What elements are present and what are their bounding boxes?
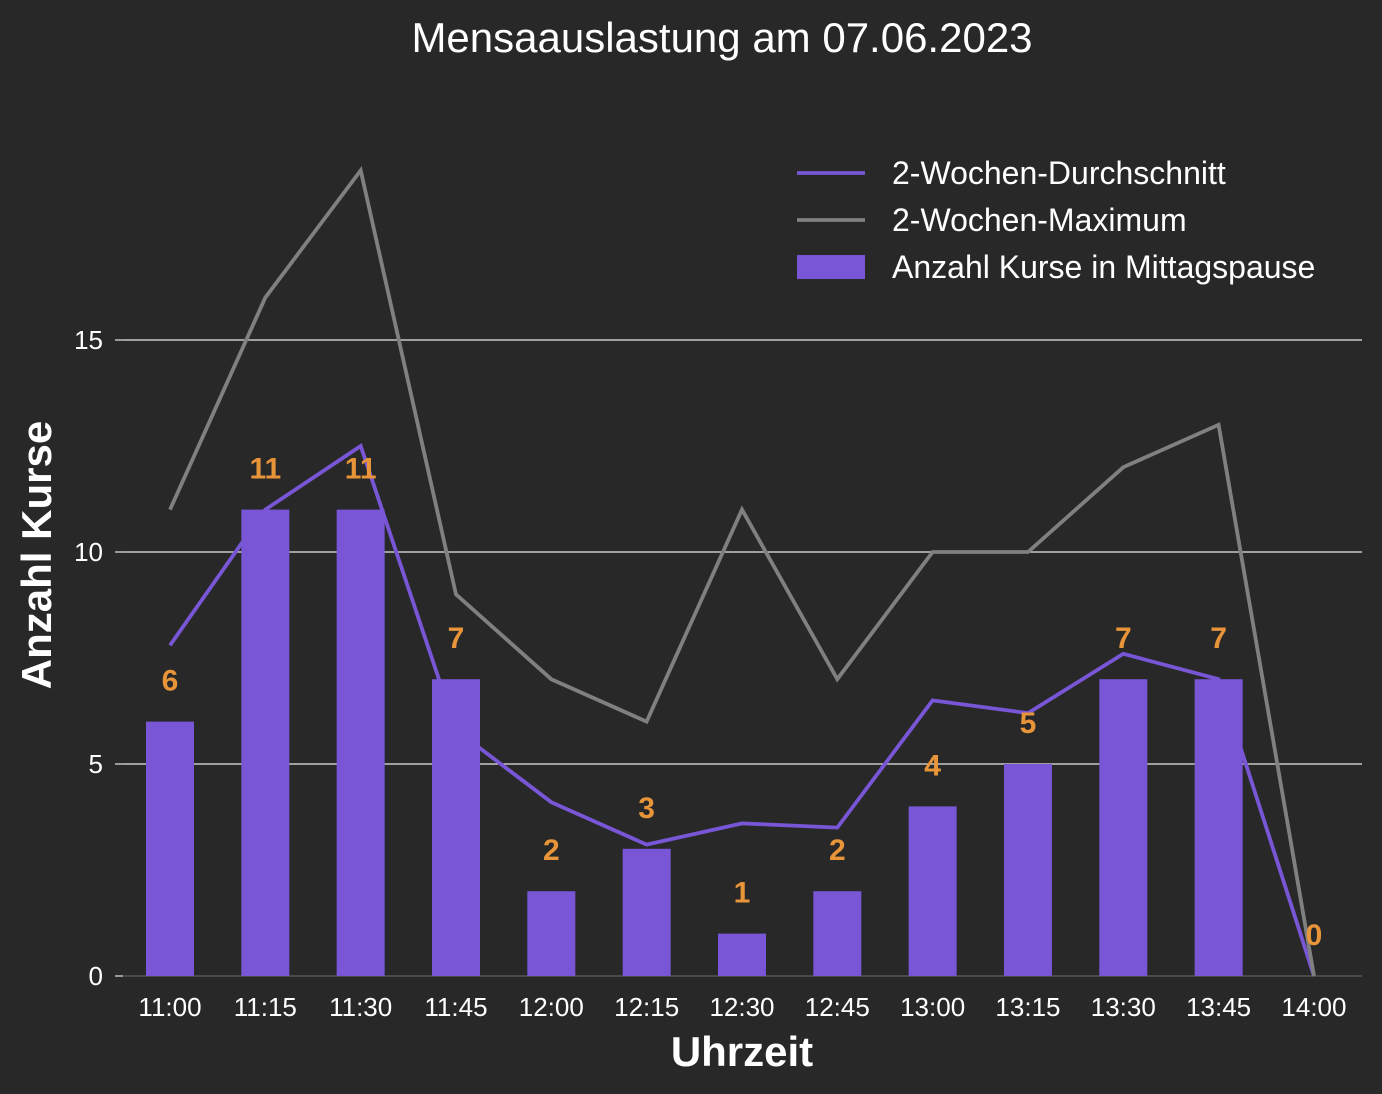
bar-1215: [622, 848, 671, 976]
x-tick-label-1115: 11:15: [234, 992, 297, 1022]
x-tick-label-1100: 11:00: [138, 992, 201, 1022]
y-tick-label-0: 0: [89, 961, 103, 991]
bar-1245: [813, 891, 862, 976]
x-tick-label-1330: 13:30: [1091, 992, 1156, 1022]
data-label-1230: 1: [734, 877, 751, 910]
bar-1145: [431, 679, 480, 976]
x-tick-label-1145: 11:45: [424, 992, 487, 1022]
legend-swatch-bars: [797, 255, 865, 279]
x-axis-label: Uhrzeit: [671, 1028, 813, 1075]
x-tick-label-1130: 11:30: [329, 992, 392, 1022]
y-tick-label-15: 15: [74, 325, 103, 355]
legend-label-bars: Anzahl Kurse in Mittagspause: [892, 249, 1315, 285]
legend-label-maximum: 2-Wochen-Maximum: [892, 202, 1187, 238]
bar-layer: [146, 509, 1243, 976]
bar-1315: [1003, 764, 1052, 976]
data-label-1315: 5: [1020, 707, 1037, 740]
bar-1200: [527, 891, 576, 976]
legend-label-durchschnitt: 2-Wochen-Durchschnitt: [892, 155, 1226, 191]
data-label-1145: 7: [448, 622, 465, 655]
data-label-layer: 6 11 11 7 2 3 1 2 4 5 7 7 0: [162, 453, 1323, 952]
data-label-1200: 2: [543, 834, 560, 867]
legend: 2-Wochen-Durchschnitt 2-Wochen-Maximum Anz…: [797, 155, 1315, 285]
x-tick-label-1400: 14:00: [1281, 992, 1346, 1022]
bar-1130: [336, 509, 385, 976]
data-label-1330: 7: [1115, 622, 1132, 655]
data-label-1245: 2: [829, 834, 846, 867]
y-tick-label-5: 5: [89, 749, 103, 779]
data-label-1215: 3: [638, 792, 655, 825]
bar-1330: [1099, 679, 1148, 976]
y-tick-label-10: 10: [74, 537, 103, 567]
x-tick-label-1200: 12:00: [519, 992, 584, 1022]
data-label-1345: 7: [1210, 622, 1227, 655]
line-layer: [168, 165, 1316, 977]
bar-1115: [241, 509, 290, 976]
x-tick-label-1345: 13:45: [1186, 992, 1251, 1022]
line-maximum: [168, 165, 1316, 977]
data-label-1100: 6: [162, 665, 179, 698]
bar-1230: [717, 933, 766, 976]
x-tick-label-1315: 13:15: [995, 992, 1060, 1022]
x-tick-label-1215: 12:15: [614, 992, 679, 1022]
data-label-1400: 0: [1306, 919, 1323, 952]
y-axis-label: Anzahl Kurse: [13, 421, 60, 689]
line-durchschnitt: [168, 443, 1316, 977]
data-label-1130: 11: [345, 453, 377, 486]
x-tick-label-1245: 12:45: [805, 992, 870, 1022]
bar-1300: [908, 806, 957, 976]
chart-title: Mensaauslastung am 07.06.2023: [411, 14, 1032, 61]
x-tick-label-1230: 12:30: [709, 992, 774, 1022]
data-label-1115: 11: [249, 453, 281, 486]
bar-1100: [146, 721, 194, 976]
bar-1345: [1194, 679, 1243, 976]
data-label-1300: 4: [924, 749, 941, 782]
x-tick-label-1300: 13:00: [900, 992, 965, 1022]
